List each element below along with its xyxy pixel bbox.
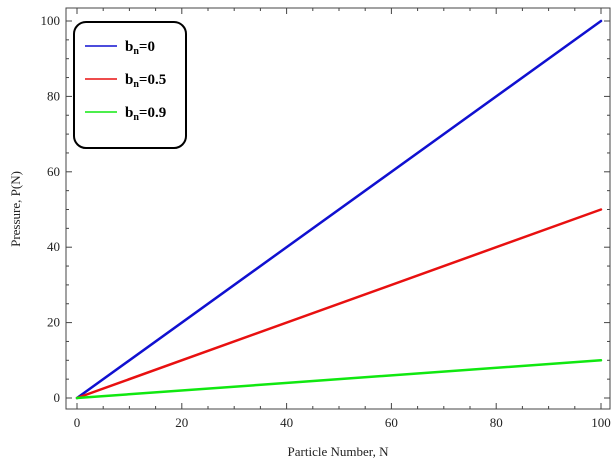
y-tick-label: 80 [47,88,60,103]
plot-frame [65,7,611,410]
y-tick-label: 0 [54,390,61,405]
legend-label-main: b [125,72,133,88]
series-line-1 [75,208,603,400]
x-tick-label: 0 [74,415,81,430]
x-tick-label: 40 [280,415,293,430]
legend-label-sub: n [133,46,139,57]
legend: bn=0bn=0.5bn=0.9 [73,21,187,149]
ticks [66,8,610,409]
series-line-0 [75,19,603,400]
legend-label-0: bn=0 [125,39,155,57]
y-tick-label: 60 [47,164,60,179]
series-line-2 [75,359,603,400]
legend-box [73,21,187,149]
series-lines [75,19,603,400]
legend-label-2: bn=0.9 [125,105,166,123]
y-tick-label: 20 [47,315,60,330]
tick-labels: 0 20 40 60 80 100 0 20 40 60 80 100 [41,13,611,430]
y-tick-label: 100 [41,13,61,28]
x-tick-label: 60 [385,415,398,430]
legend-label-sub: n [133,79,139,90]
x-tick-label: 20 [175,415,188,430]
legend-label-value: =0 [139,39,155,55]
legend-label-sub: n [133,112,139,123]
legend-label-value: =0.5 [139,72,166,88]
legend-items: bn=0bn=0.5bn=0.9 [85,39,166,123]
legend-label-main: b [125,39,133,55]
x-axis-title: Particle Number, N [288,444,390,459]
y-axis-title: Pressure, P(N) [8,171,23,247]
legend-label-value: =0.9 [139,105,166,121]
legend-label-main: b [125,105,133,121]
x-tick-label: 100 [591,415,611,430]
legend-label-1: bn=0.5 [125,72,166,90]
y-tick-label: 40 [47,239,60,254]
x-tick-label: 80 [490,415,503,430]
